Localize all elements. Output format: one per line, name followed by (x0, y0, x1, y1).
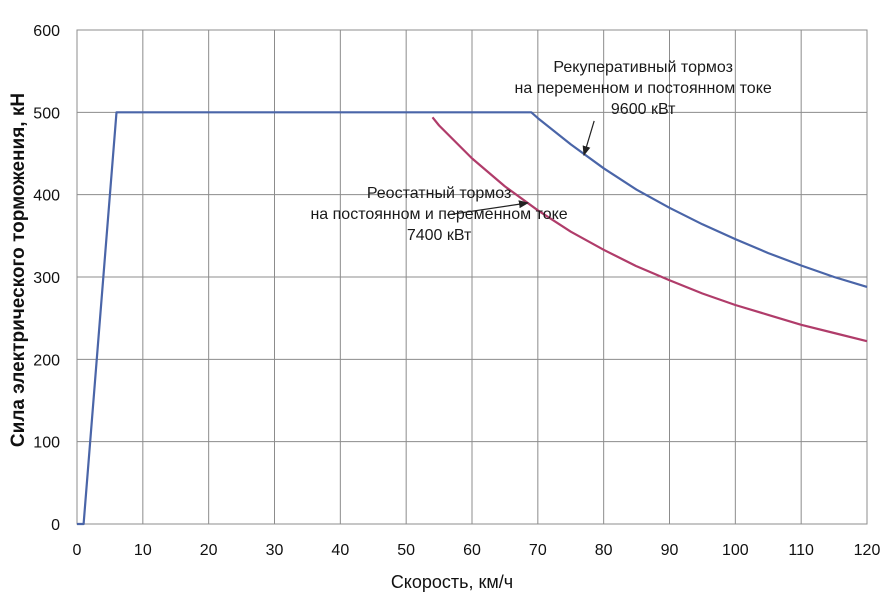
x-axis-ticks: 0 10 20 30 40 50 60 70 80 90 100 110 120 (73, 542, 881, 559)
x-tick-label: 80 (595, 542, 613, 559)
y-tick-label: 400 (33, 188, 60, 205)
y-tick-label: 200 (33, 352, 60, 369)
y-tick-label: 500 (33, 105, 60, 122)
annotation-1-line-1: Рекуперативный тормоз (553, 59, 733, 76)
y-tick-label: 100 (33, 435, 60, 452)
x-tick-label: 20 (200, 542, 218, 559)
x-tick-label: 10 (134, 542, 152, 559)
y-axis-title: Сила электрического торможения, кН (8, 93, 29, 447)
annotation-2-arrow (446, 200, 529, 216)
x-tick-label: 0 (73, 542, 82, 559)
x-tick-label: 50 (397, 542, 415, 559)
x-axis-title: Скорость, км/ч (391, 572, 513, 592)
series-line-2 (431, 116, 868, 343)
y-tick-label: 300 (33, 270, 60, 287)
series-layer (77, 111, 868, 526)
annotation-2-line-3: 7400 кВт (407, 227, 472, 244)
x-tick-label: 40 (331, 542, 349, 559)
annotations: Рекуперативный тормоз на переменном и пос… (310, 59, 771, 244)
x-tick-label: 120 (854, 542, 881, 559)
x-tick-label: 60 (463, 542, 481, 559)
x-tick-label: 70 (529, 542, 547, 559)
annotation-1-line-2: на переменном и постоянном токе (515, 80, 772, 97)
x-tick-label: 100 (722, 542, 749, 559)
y-tick-label: 600 (33, 23, 60, 40)
annotation-1-arrow (582, 120, 595, 157)
y-axis-ticks: 0 100 200 300 400 500 600 (33, 23, 60, 534)
series-line-1 (77, 111, 868, 526)
y-tick-label: 0 (51, 517, 60, 534)
grid (76, 29, 868, 525)
annotation-1-line-3: 9600 кВт (611, 101, 676, 118)
x-tick-label: 90 (661, 542, 679, 559)
annotation-2-line-2: на постоянном и переменном токе (310, 206, 567, 223)
x-tick-label: 110 (788, 542, 814, 559)
annotation-2-line-1: Реостатный тормоз (367, 185, 512, 202)
x-tick-label: 30 (266, 542, 284, 559)
